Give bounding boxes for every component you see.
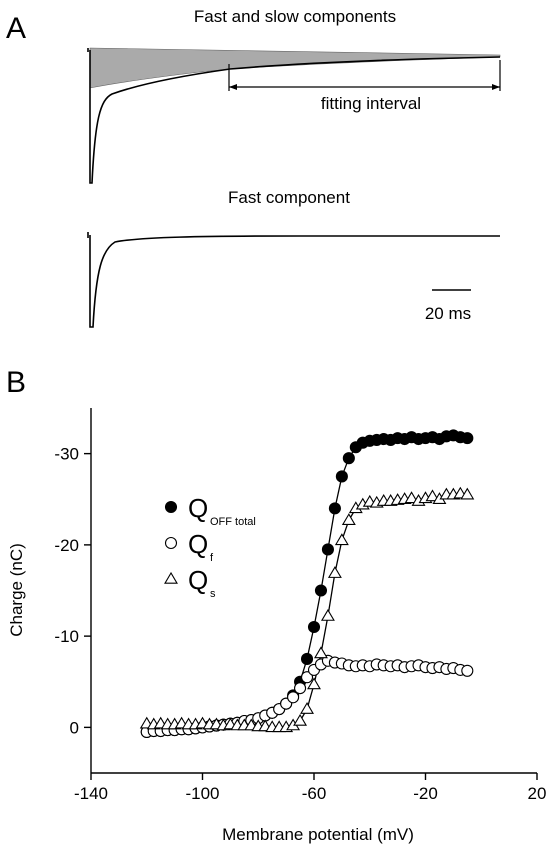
marker	[327, 566, 342, 578]
fitting-label: fitting interval	[321, 94, 421, 113]
y-tick-label: -30	[54, 445, 79, 464]
y-tick-label: -10	[54, 627, 79, 646]
legend-subscript: f	[210, 552, 214, 564]
marker	[307, 677, 321, 690]
marker	[320, 608, 335, 621]
legend-subscript: s	[210, 588, 216, 600]
marker	[293, 713, 308, 726]
y-tick-label: -20	[54, 536, 79, 555]
marker	[287, 691, 300, 704]
x-tick-label: -100	[185, 784, 219, 803]
marker	[460, 487, 475, 500]
trace	[87, 48, 501, 184]
marker	[334, 533, 349, 546]
marker	[300, 652, 314, 665]
marker	[314, 584, 328, 597]
y-tick-label: 0	[70, 718, 79, 737]
marker	[404, 491, 419, 504]
marker	[461, 432, 474, 445]
marker	[314, 646, 328, 659]
legend-name: Q	[188, 529, 208, 559]
marker	[294, 682, 307, 695]
x-tick-label: -20	[413, 784, 438, 803]
marker	[300, 671, 314, 684]
x-axis-label: Membrane potential (mV)	[222, 825, 414, 844]
legend-subscript: OFF total	[210, 516, 256, 528]
panel-label: A	[6, 12, 26, 45]
scale-bar-label: 20 ms	[425, 304, 471, 323]
legend-marker	[164, 500, 178, 514]
legend-marker	[164, 536, 178, 550]
x-tick-label: 20	[528, 784, 547, 803]
y-axis-label: Charge (nC)	[7, 543, 26, 637]
x-tick-label: -60	[302, 784, 327, 803]
marker	[300, 702, 314, 714]
marker	[321, 543, 334, 556]
marker	[328, 502, 341, 515]
fitting-bracket	[228, 60, 501, 91]
marker	[335, 470, 348, 483]
legend-name: Q	[188, 493, 208, 523]
marker	[425, 489, 440, 502]
marker	[342, 452, 355, 465]
panel-label: B	[6, 366, 26, 399]
marker	[307, 620, 321, 634]
marker	[461, 664, 474, 677]
legend-name: Q	[188, 565, 208, 595]
legend-marker	[164, 571, 178, 584]
trace-title: Fast and slow components	[194, 7, 396, 26]
x-tick-label: -140	[74, 784, 108, 803]
trace-title: Fast component	[228, 188, 350, 207]
trace	[87, 232, 500, 328]
marker	[341, 513, 356, 525]
slow-component-area	[89, 47, 501, 89]
